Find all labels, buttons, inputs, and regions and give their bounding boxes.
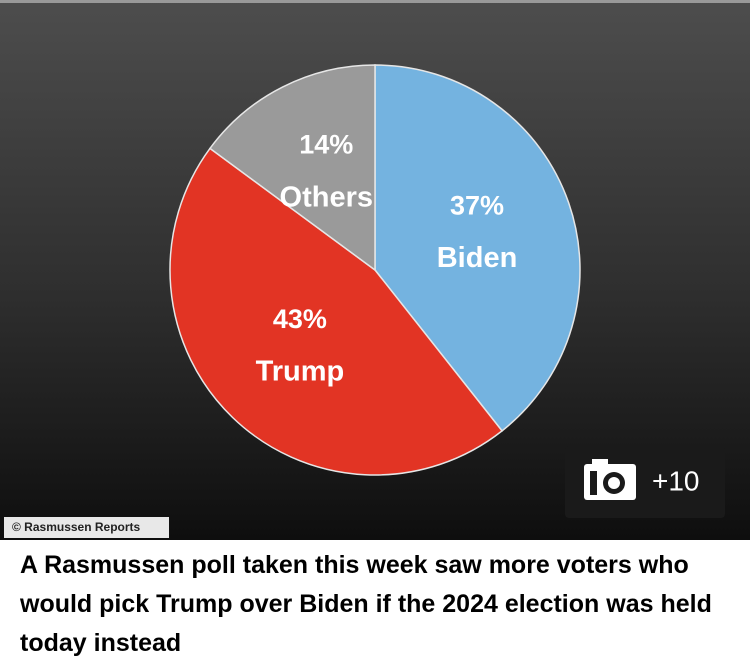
- pie-slice: [208, 64, 376, 272]
- camera-icon-top: [592, 459, 608, 466]
- slice-category-label: Biden: [437, 242, 518, 274]
- gallery-button[interactable]: +10: [565, 446, 725, 518]
- camera-icon-slot: [590, 471, 597, 495]
- pie-slice: [169, 147, 504, 476]
- slice-category-label: Others: [280, 181, 373, 213]
- slice-category-label: Trump: [256, 355, 345, 387]
- pie: 37% Biden 43% Trump 14% Others: [169, 64, 581, 476]
- caption: A Rasmussen poll taken this week saw mor…: [20, 551, 712, 657]
- slice-value-label: 37%: [450, 191, 504, 221]
- pie-slice: [374, 64, 581, 432]
- slice-value-label: 43%: [273, 304, 327, 334]
- chart: 37% Biden 43% Trump 14% Others © Rasmussen Re…: [0, 0, 750, 540]
- slice-value-label: 14%: [299, 130, 353, 160]
- credit-box: [4, 517, 169, 538]
- image-top-border: [0, 0, 750, 3]
- gallery-count[interactable]: +10: [652, 465, 700, 496]
- credit: © Rasmussen Reports: [12, 520, 141, 534]
- camera-lens-inner: [608, 477, 620, 489]
